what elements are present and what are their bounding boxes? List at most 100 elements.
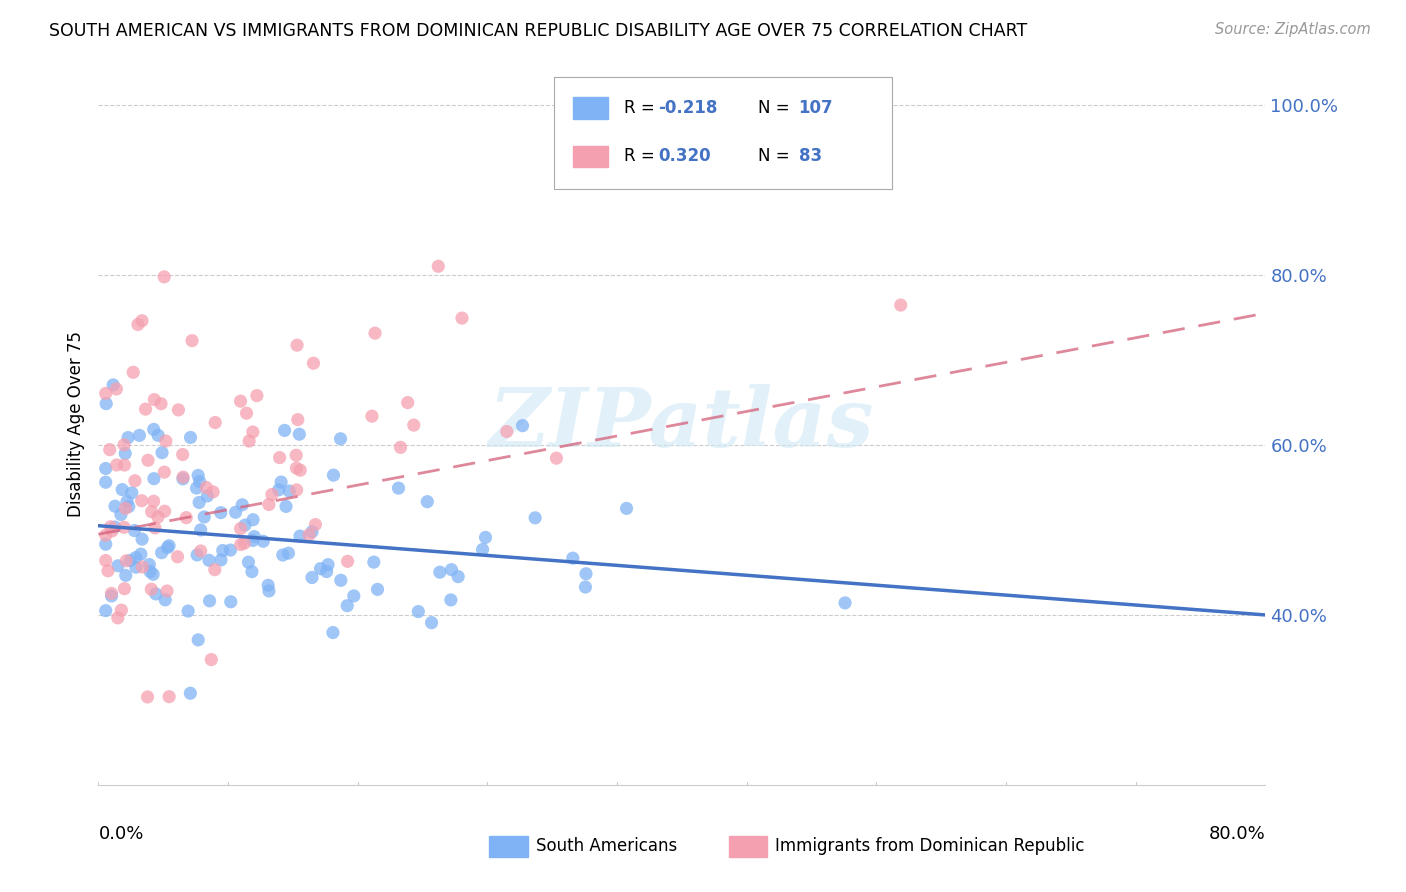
Point xyxy=(122,365,145,379)
Point xyxy=(150,397,173,411)
Point xyxy=(101,524,124,538)
Point xyxy=(94,604,117,618)
Point xyxy=(211,543,233,558)
Point xyxy=(288,529,311,543)
Point xyxy=(136,453,159,467)
Point xyxy=(174,510,197,524)
Point xyxy=(420,615,443,630)
Point xyxy=(94,528,117,542)
Point xyxy=(100,586,122,600)
Point xyxy=(101,378,124,392)
Point xyxy=(235,406,257,420)
Point xyxy=(188,495,211,509)
Point xyxy=(298,528,321,542)
Point xyxy=(110,508,132,522)
Point xyxy=(231,498,253,512)
Point xyxy=(200,652,222,666)
Point xyxy=(111,483,134,497)
FancyBboxPatch shape xyxy=(489,836,527,857)
Point xyxy=(157,539,180,553)
Point xyxy=(187,468,209,483)
Point xyxy=(322,468,344,483)
Point xyxy=(278,484,301,499)
Point xyxy=(120,553,142,567)
Point xyxy=(150,445,173,459)
Point xyxy=(94,475,117,490)
Point xyxy=(150,546,173,560)
Point xyxy=(270,475,292,489)
Point xyxy=(229,522,252,536)
Point xyxy=(198,594,221,608)
Point xyxy=(107,558,129,573)
Point xyxy=(179,686,201,700)
Point xyxy=(131,532,153,546)
Point xyxy=(172,470,194,484)
Text: -0.218: -0.218 xyxy=(658,99,718,117)
Point xyxy=(146,428,169,442)
Point xyxy=(329,432,352,446)
Point xyxy=(156,541,179,555)
Point xyxy=(219,543,242,558)
Text: 80.0%: 80.0% xyxy=(1209,825,1265,843)
Point xyxy=(146,510,169,524)
Point xyxy=(616,501,638,516)
Point xyxy=(367,582,389,597)
Text: N =: N = xyxy=(758,99,794,117)
Point xyxy=(156,584,179,599)
Point xyxy=(209,553,232,567)
Point xyxy=(96,397,118,411)
Text: SOUTH AMERICAN VS IMMIGRANTS FROM DOMINICAN REPUBLIC DISABILITY AGE OVER 75 CORR: SOUTH AMERICAN VS IMMIGRANTS FROM DOMINI… xyxy=(49,22,1028,40)
Point xyxy=(124,524,146,538)
Point xyxy=(233,518,256,533)
Point xyxy=(301,570,323,584)
Point xyxy=(107,611,129,625)
Point xyxy=(153,504,176,518)
Point xyxy=(440,593,463,607)
Point xyxy=(179,430,201,444)
Point xyxy=(105,458,128,472)
Point xyxy=(142,422,165,436)
Point xyxy=(94,461,117,475)
Point xyxy=(343,589,366,603)
Point xyxy=(273,424,295,438)
Point xyxy=(193,510,215,524)
Point xyxy=(177,604,200,618)
Point xyxy=(114,568,136,582)
Point xyxy=(204,563,226,577)
Text: R =: R = xyxy=(624,147,659,165)
Point xyxy=(209,506,232,520)
Point xyxy=(114,446,136,460)
Point xyxy=(242,513,264,527)
Text: South Americans: South Americans xyxy=(536,838,678,855)
Point xyxy=(104,520,127,534)
Point xyxy=(451,311,474,326)
Point xyxy=(135,402,157,417)
Point xyxy=(112,438,135,452)
Point xyxy=(301,524,323,539)
Point xyxy=(157,690,180,704)
Point xyxy=(112,520,135,534)
Y-axis label: Disability Age Over 75: Disability Age Over 75 xyxy=(66,331,84,516)
Text: 83: 83 xyxy=(799,147,821,165)
Point xyxy=(238,555,260,569)
Point xyxy=(114,458,136,472)
Point xyxy=(402,418,425,433)
Point xyxy=(131,560,153,574)
Point xyxy=(202,484,225,499)
Point xyxy=(186,481,208,495)
Point xyxy=(127,318,149,332)
Point xyxy=(124,474,146,488)
Point xyxy=(219,595,242,609)
Point xyxy=(143,392,166,407)
Point xyxy=(315,565,337,579)
Point xyxy=(155,592,177,607)
Point xyxy=(142,494,165,508)
Point xyxy=(364,326,387,340)
Point xyxy=(304,517,326,532)
Point xyxy=(190,544,212,558)
Point xyxy=(100,520,122,534)
Point xyxy=(190,523,212,537)
Point xyxy=(128,428,150,442)
Text: Immigrants from Dominican Republic: Immigrants from Dominican Republic xyxy=(775,838,1085,855)
Point xyxy=(240,565,263,579)
